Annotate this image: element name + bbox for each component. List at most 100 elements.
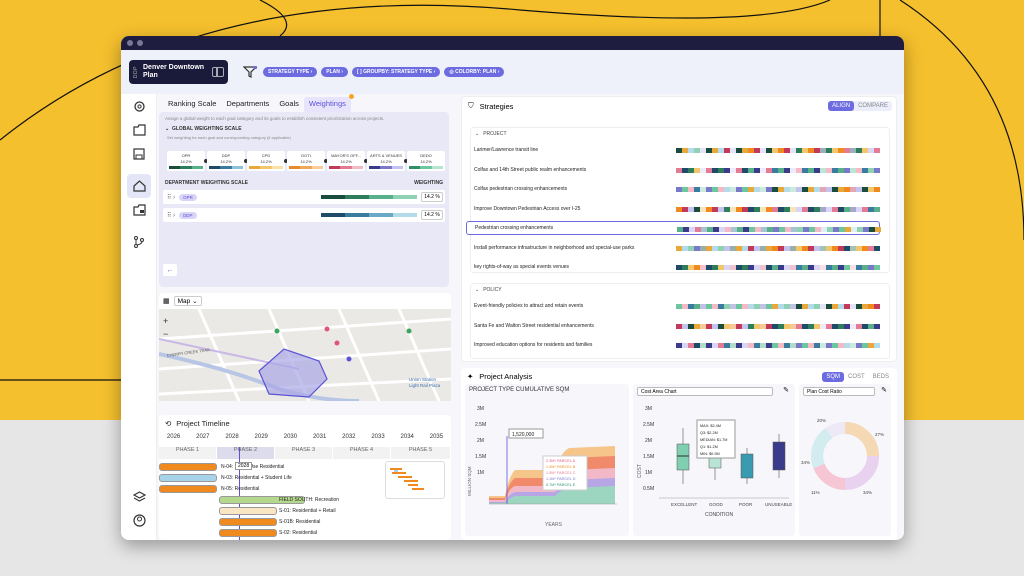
dept-card[interactable]: MAYOR'S OFF... 14.2% [327, 151, 368, 171]
git-branch-icon[interactable] [131, 234, 147, 250]
user-icon[interactable] [131, 512, 147, 528]
global-weighting-subtitle: Set weighting for each goal and correspo… [167, 135, 291, 140]
beds-button[interactable]: BEDS [872, 374, 889, 380]
slider-handle[interactable] [244, 159, 248, 163]
dept-card[interactable]: DDP 14.2% [207, 151, 248, 171]
slider-handle[interactable] [404, 159, 408, 163]
timeline-cursor[interactable] [239, 447, 240, 540]
dept-value: 14.2% [260, 159, 272, 164]
strategy-row[interactable]: Improved education options for residents… [466, 338, 880, 352]
filter-icon[interactable]: ⛉ [468, 101, 474, 110]
tab-departments[interactable]: Departments [226, 99, 270, 108]
tooltip-line: MEDIAN: $1.7M [700, 438, 727, 442]
box-plot[interactable] [740, 448, 754, 484]
strategy-row[interactable]: Colfax pedestrian crossing enhancements [466, 182, 880, 196]
view-select[interactable]: Map ⌄ [173, 296, 202, 306]
strategy-row[interactable]: Event-friendly policies to attract and r… [466, 299, 880, 313]
align-button[interactable]: ALIGN [828, 101, 855, 111]
gantt-bar[interactable] [159, 463, 217, 471]
y-tick: 2.5M [643, 422, 654, 428]
gantt-bar[interactable] [159, 485, 217, 493]
window-dot[interactable] [137, 40, 143, 46]
settings-tabs: Ranking Scale Departments Goals Weightin… [163, 94, 354, 113]
folder-lock-icon[interactable] [131, 202, 147, 218]
table-icon[interactable]: ▦ [163, 298, 170, 305]
gantt-bar[interactable] [219, 529, 277, 537]
group-header[interactable]: ⌄ PROJECT [475, 131, 507, 137]
box-plot[interactable] [772, 434, 786, 478]
dept-weight-row[interactable]: ⠿ › OPR 14.2 % [163, 190, 445, 204]
donut-select[interactable]: Plan Cost Ratio [803, 387, 875, 396]
gantt-label: N-05: Residential [221, 486, 260, 492]
window-dot[interactable] [127, 40, 133, 46]
drag-handle-icon[interactable]: ⠿ › [167, 212, 176, 219]
strategy-row[interactable]: Improve Downtown Pedestrian Access over … [466, 202, 880, 216]
year-label: 2030 [283, 434, 298, 440]
year-label: 2029 [254, 434, 268, 440]
y-axis-label: MILLION SQM [467, 466, 472, 496]
drag-handle-icon[interactable]: ⠿ › [167, 194, 176, 201]
zoom-out-button[interactable]: − [163, 329, 169, 339]
dept-value: 14.2% [380, 159, 392, 164]
donut-slice[interactable] [844, 455, 879, 490]
gantt-bar[interactable] [219, 518, 277, 526]
filter-chip-colorby[interactable]: ◎ COLORBY: PLAN › [444, 67, 505, 77]
area-chart-title: PROJECT TYPE CUMULATIVE SQM [469, 387, 570, 393]
gantt-bar[interactable] [219, 507, 277, 515]
back-arrow-button[interactable]: ← [163, 264, 177, 276]
filter-icon[interactable] [241, 64, 259, 80]
tab-goals[interactable]: Goals [279, 99, 299, 108]
weight-input[interactable]: 14.2 % [421, 192, 443, 202]
group-header[interactable]: ⌄ POLICY [475, 287, 502, 293]
edit-icon[interactable]: ✎ [783, 387, 789, 394]
zoom-in-button[interactable]: + [163, 316, 169, 326]
dept-weight-row[interactable]: ⠿ › DDP 14.2 % [163, 208, 445, 222]
filter-chip-strategy-type[interactable]: STRATEGY TYPE › [263, 67, 318, 77]
settings-icon[interactable] [131, 98, 147, 114]
strategy-row[interactable]: key rights-of-way as special events venu… [466, 260, 880, 274]
gantt-bar[interactable] [159, 474, 217, 482]
donut-slice[interactable] [811, 428, 833, 469]
tab-ranking-scale[interactable]: Ranking Scale [168, 99, 217, 108]
slider-handle[interactable] [284, 159, 288, 163]
cost-button[interactable]: COST [847, 374, 865, 380]
dept-name: DDP [221, 153, 231, 158]
tab-weightings[interactable]: Weightings [303, 94, 354, 113]
filter-chip-groupby[interactable]: [ ] GROUPBY: STRATEGY TYPE › [351, 67, 441, 77]
compare-button[interactable]: COMPARE [858, 103, 888, 109]
box-plot[interactable] [676, 428, 690, 484]
strategy-row[interactable]: Pedestrian crossing enhancements [466, 221, 881, 235]
layers-icon[interactable] [131, 488, 147, 504]
y-axis-label: COST [637, 464, 643, 478]
home-icon[interactable] [127, 174, 151, 198]
folder-icon[interactable] [131, 122, 147, 138]
y-tick: 1M [645, 470, 652, 476]
dept-card[interactable]: ARTS & VENUES 14.2% [367, 151, 408, 171]
chart-select[interactable]: Cost Area Chart [637, 387, 773, 396]
timeline-minimap[interactable] [385, 461, 445, 499]
strategy-row[interactable]: Larimer/Lawrence transit line [466, 143, 880, 157]
map-canvas[interactable]: CHERRY CREEK TRAIL Union Station Light R… [159, 309, 451, 401]
timeline-years: 2026 2027 2028 2029 2030 2031 2032 2033 2034 2035 [159, 434, 451, 446]
global-weighting-title[interactable]: ⌄ GLOBAL WEIGHTING SCALE [165, 126, 242, 132]
project-selector[interactable]: DDP Denver Downtown Plan [129, 60, 228, 84]
donut-slice[interactable] [844, 422, 879, 457]
dept-card[interactable]: OPR 14.2% [167, 151, 208, 171]
dept-card[interactable]: CPD 14.2% [247, 151, 288, 171]
sqm-button[interactable]: SQM [822, 372, 844, 382]
weight-input[interactable]: 14.2 % [421, 210, 443, 220]
gantt-bar[interactable] [219, 496, 305, 504]
slider-handle[interactable] [364, 159, 368, 163]
slider-handle[interactable] [204, 159, 208, 163]
dept-card[interactable]: DOTI 14.2% [287, 151, 328, 171]
sidebar-toggle-icon[interactable] [212, 67, 224, 77]
strategy-row[interactable]: Colfax and 14th Street public realm enha… [466, 163, 880, 177]
strategy-row[interactable]: Santa Fe and Walton Street residential e… [466, 319, 880, 333]
strategy-row[interactable]: Install performance infrastructure in ne… [466, 241, 880, 255]
edit-icon[interactable]: ✎ [881, 387, 887, 394]
filter-chip-plan[interactable]: PLAN › [321, 67, 348, 77]
save-icon[interactable] [131, 146, 147, 162]
donut-slice[interactable] [813, 463, 846, 490]
dept-card[interactable]: DEDO 14.2% [407, 151, 445, 171]
slider-handle[interactable] [324, 159, 328, 163]
